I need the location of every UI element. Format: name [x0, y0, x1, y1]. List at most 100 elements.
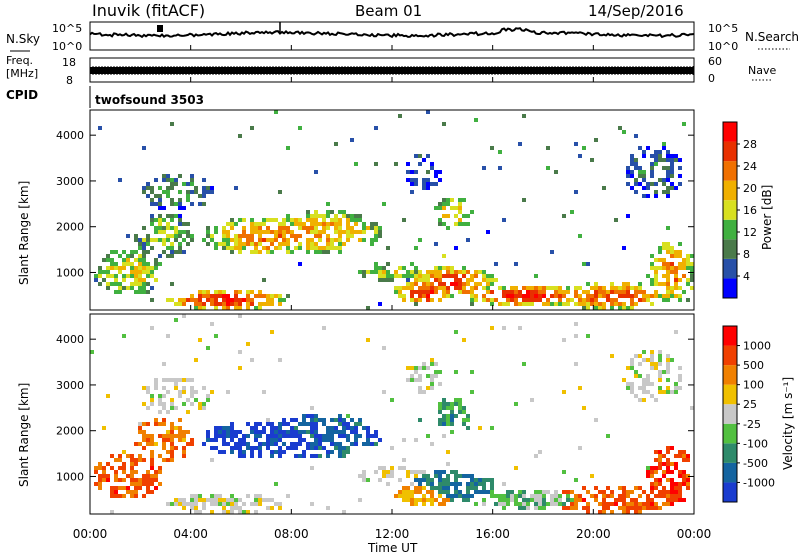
- power-cell: [426, 298, 430, 302]
- velocity-cell: [670, 494, 674, 498]
- velocity-cell: [430, 358, 434, 362]
- velocity-cell: [302, 422, 306, 426]
- power-cell: [514, 294, 518, 298]
- velocity-cell: [342, 510, 346, 514]
- power-cell: [250, 238, 254, 242]
- velocity-cell: [142, 494, 146, 498]
- power-cell: [118, 266, 122, 270]
- power-cell: [158, 218, 162, 222]
- power-cell: [170, 218, 174, 222]
- velocity-cell: [662, 474, 666, 478]
- power-cell: [630, 158, 634, 162]
- velocity-cell: [362, 474, 366, 478]
- power-cell: [210, 298, 214, 302]
- power-cell: [286, 230, 290, 234]
- velocity-cell: [222, 426, 226, 430]
- power-cell: [466, 222, 470, 226]
- power-cell: [318, 214, 322, 218]
- velocity-cell: [166, 334, 170, 338]
- velocity-cell: [450, 430, 454, 434]
- power-cell: [666, 158, 670, 162]
- power-cell: [506, 294, 510, 298]
- power-cell: [634, 134, 638, 138]
- velocity-cell: [170, 458, 174, 462]
- velocity-cell: [238, 510, 242, 514]
- power-cell: [130, 254, 134, 258]
- velocity-cell: [290, 426, 294, 430]
- velocity-cell: [226, 390, 230, 394]
- power-cell: [438, 278, 442, 282]
- velocity-cell: [426, 490, 430, 494]
- velocity-cell: [610, 490, 614, 494]
- velocity-cell: [242, 454, 246, 458]
- colorbar-swatch: [723, 404, 737, 424]
- power-cell: [574, 142, 578, 146]
- velocity-cell: [322, 438, 326, 442]
- power-cell: [214, 306, 218, 310]
- power-cell: [350, 230, 354, 234]
- velocity-cell: [466, 426, 470, 430]
- power-cell: [574, 290, 578, 294]
- velocity-cell: [102, 474, 106, 478]
- velocity-cell: [526, 502, 530, 506]
- velocity-cell: [454, 398, 458, 402]
- power-cell: [454, 278, 458, 282]
- power-cell: [318, 234, 322, 238]
- power-cell: [686, 258, 690, 262]
- velocity-cell: [342, 422, 346, 426]
- power-cell: [306, 218, 310, 222]
- power-cell: [230, 218, 234, 222]
- velocity-cell: [442, 422, 446, 426]
- velocity-cell: [182, 402, 186, 406]
- y-tick-label: 2000: [56, 221, 84, 234]
- velocity-cell: [166, 450, 170, 454]
- velocity-cell: [270, 498, 274, 502]
- velocity-cell: [134, 458, 138, 462]
- velocity-cell: [146, 470, 150, 474]
- power-cell: [174, 230, 178, 234]
- power-cell: [414, 270, 418, 274]
- velocity-cell: [446, 450, 450, 454]
- velocity-cell: [130, 462, 134, 466]
- velocity-cell: [182, 430, 186, 434]
- velocity-cell: [162, 458, 166, 462]
- velocity-cell: [326, 454, 330, 458]
- power-cell: [314, 242, 318, 246]
- power-cell: [490, 278, 494, 282]
- power-cell: [118, 270, 122, 274]
- power-cell: [162, 230, 166, 234]
- power-cell: [166, 298, 170, 302]
- velocity-cell: [338, 422, 342, 426]
- velocity-cell: [294, 454, 298, 458]
- velocity-cell: [286, 434, 290, 438]
- velocity-cell: [218, 502, 222, 506]
- velocity-cell: [570, 498, 574, 502]
- power-cell: [126, 258, 130, 262]
- velocity-cell: [638, 386, 642, 390]
- power-cell: [666, 266, 670, 270]
- velocity-cell: [654, 466, 658, 470]
- power-cell: [470, 278, 474, 282]
- velocity-cell: [650, 482, 654, 486]
- power-cell: [158, 206, 162, 210]
- velocity-cell: [150, 466, 154, 470]
- velocity-cell: [346, 414, 350, 418]
- velocity-cell: [238, 446, 242, 450]
- velocity-cell: [162, 446, 166, 450]
- power-cell: [626, 214, 630, 218]
- power-cell: [338, 234, 342, 238]
- velocity-cell: [338, 418, 342, 422]
- velocity-cell: [98, 486, 102, 490]
- velocity-cell: [210, 390, 214, 394]
- power-cell: [442, 294, 446, 298]
- velocity-cell: [378, 466, 382, 470]
- velocity-cell: [402, 458, 406, 462]
- velocity-cell: [414, 502, 418, 506]
- power-cell: [250, 290, 254, 294]
- power-cell: [454, 206, 458, 210]
- power-cell: [638, 298, 642, 302]
- velocity-cell: [310, 502, 314, 506]
- power-cell: [670, 246, 674, 250]
- velocity-cell: [202, 406, 206, 410]
- velocity-cell: [406, 494, 410, 498]
